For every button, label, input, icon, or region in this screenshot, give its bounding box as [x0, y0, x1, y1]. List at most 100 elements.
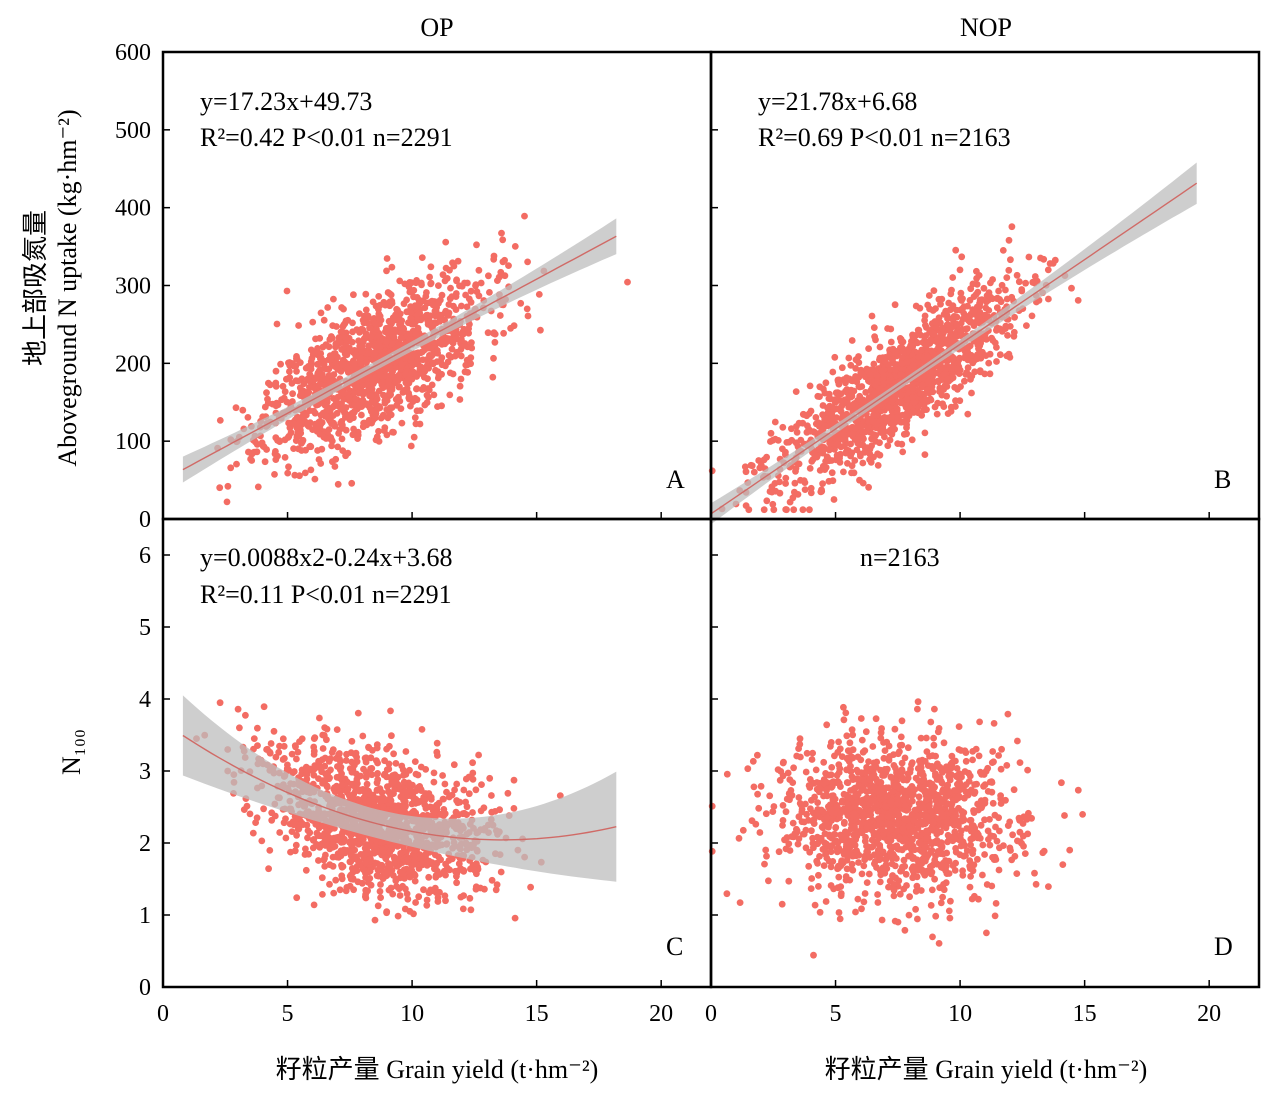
data-point: [843, 732, 851, 740]
data-point: [467, 360, 474, 368]
data-point: [446, 391, 454, 399]
data-point: [350, 360, 358, 368]
data-point: [329, 458, 336, 466]
data-point: [496, 312, 504, 319]
data-point: [744, 765, 752, 773]
data-point: [430, 769, 438, 777]
data-point: [279, 382, 287, 390]
y-axis-title-uptake-en: Aboveground N uptake (kg·hm⁻²): [53, 109, 82, 466]
data-point: [938, 391, 946, 399]
data-point: [245, 448, 252, 456]
x-axis-title-right: 籽粒产量 Grain yield (t·hm⁻²): [825, 1055, 1148, 1084]
data-point: [359, 338, 367, 346]
data-point: [266, 381, 274, 389]
data-point: [924, 301, 932, 309]
data-point: [254, 483, 262, 491]
data-point: [901, 754, 909, 762]
data-point: [385, 381, 392, 389]
data-point: [441, 810, 449, 818]
data-point: [388, 386, 396, 394]
data-point: [876, 439, 883, 447]
data-point: [406, 766, 413, 774]
data-point: [448, 855, 456, 863]
data-point: [445, 352, 453, 359]
data-point: [928, 886, 936, 894]
data-point: [375, 872, 382, 880]
data-point: [284, 469, 292, 477]
data-point: [407, 402, 414, 410]
data-point: [294, 377, 302, 385]
y-axis-title-n100: N₁₀₀: [57, 729, 86, 775]
data-point: [363, 359, 370, 366]
data-point: [898, 741, 906, 749]
data-point: [459, 331, 467, 338]
data-point: [272, 379, 280, 387]
data-point: [903, 430, 910, 438]
data-point: [921, 333, 928, 341]
data-point: [812, 766, 820, 774]
data-point: [385, 765, 393, 773]
panel-c-eq-line1: y=0.0088x2-0.24x+3.68: [200, 543, 452, 572]
data-point: [880, 372, 888, 379]
data-point: [475, 751, 482, 759]
data-point: [425, 394, 432, 401]
data-point: [938, 324, 946, 332]
data-point: [467, 287, 475, 295]
data-point: [319, 745, 327, 752]
data-point: [296, 359, 304, 366]
data-point: [870, 360, 878, 368]
data-point: [376, 404, 384, 412]
x-axis-title-left: 籽粒产量 Grain yield (t·hm⁻²): [276, 1055, 599, 1084]
data-point: [446, 295, 454, 303]
data-point: [986, 370, 994, 378]
data-point: [435, 299, 442, 307]
data-point: [983, 335, 990, 343]
data-point: [300, 411, 308, 419]
data-point: [401, 808, 408, 815]
data-point: [920, 772, 927, 779]
data-point: [925, 292, 933, 299]
data-point: [986, 293, 994, 301]
data-point: [445, 793, 453, 801]
data-point: [524, 312, 532, 320]
data-point: [887, 338, 895, 346]
data-point: [918, 412, 926, 419]
data-point: [295, 445, 302, 453]
data-point: [352, 351, 360, 359]
data-point: [381, 397, 389, 404]
data-point: [319, 779, 326, 787]
data-point: [929, 388, 937, 396]
data-point: [342, 452, 349, 460]
data-point: [939, 893, 946, 901]
data-point: [282, 834, 290, 842]
data-point: [371, 320, 379, 327]
data-point: [511, 914, 519, 922]
data-point: [317, 354, 325, 362]
data-point: [447, 284, 454, 292]
data-point: [316, 381, 324, 389]
data-point: [1002, 322, 1010, 330]
data-point: [866, 371, 874, 378]
data-point: [862, 389, 870, 396]
data-point: [1045, 883, 1052, 890]
data-point: [309, 318, 317, 326]
data-point: [970, 307, 978, 315]
data-point: [957, 295, 964, 302]
data-point: [389, 331, 396, 339]
data-point: [964, 410, 972, 418]
data-point: [326, 880, 333, 888]
data-point: [364, 350, 371, 357]
data-point: [945, 299, 953, 307]
data-point: [346, 882, 354, 890]
data-point: [311, 734, 319, 741]
panel-b-eq-line2: R²=0.69 P<0.01 n=2163: [758, 123, 1011, 152]
data-point: [332, 340, 340, 348]
data-point: [848, 449, 856, 457]
data-point: [365, 744, 373, 752]
data-point: [350, 425, 357, 433]
data-point: [909, 408, 917, 415]
data-point: [395, 393, 402, 401]
data-point: [783, 506, 790, 514]
data-point: [325, 775, 333, 783]
data-point: [415, 784, 422, 791]
